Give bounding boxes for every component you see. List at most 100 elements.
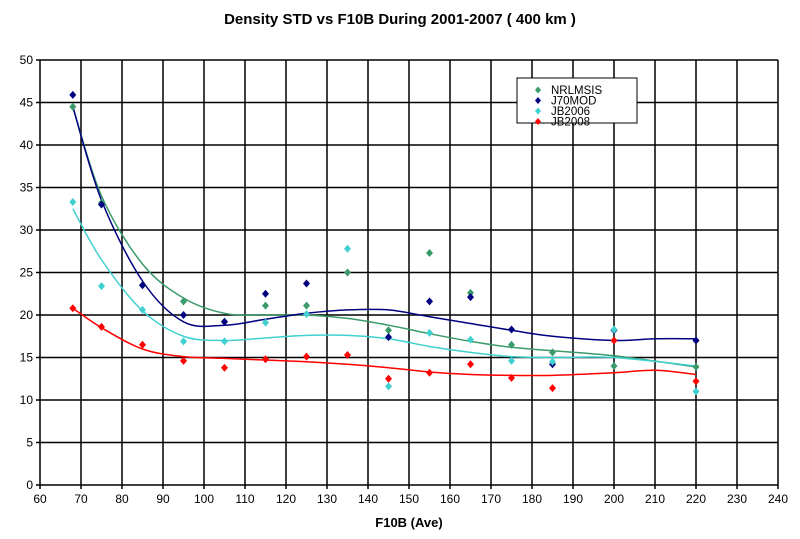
x-tick-label: 90	[156, 492, 170, 506]
x-tick-label: 180	[522, 492, 542, 506]
point-j70mod	[98, 200, 105, 209]
legend-label: JB2008	[551, 117, 590, 129]
point-jb2008	[98, 322, 105, 331]
point-jb2006	[508, 356, 515, 365]
x-tick-label: 140	[358, 492, 378, 506]
point-nrlmsis	[610, 362, 618, 370]
point-jb2006	[303, 310, 310, 319]
point-jb2006	[426, 328, 433, 337]
point-jb2008	[385, 374, 392, 383]
trendline-j70mod	[72, 106, 697, 342]
point-j70mod	[508, 325, 515, 334]
point-jb2006	[98, 282, 105, 291]
legend-marker	[535, 118, 541, 125]
legend-label: JB2006	[551, 106, 590, 118]
x-tick-label: 200	[604, 492, 624, 506]
point-jb2006	[385, 382, 392, 391]
point-nrlmsis	[508, 340, 515, 349]
point-j70mod	[303, 279, 310, 288]
grid	[36, 59, 779, 489]
y-tick-label: 5	[26, 436, 33, 450]
y-tick-label: 15	[20, 351, 34, 365]
point-j70mod	[692, 336, 700, 345]
x-tick-label: 220	[686, 492, 706, 506]
point-jb2006	[467, 335, 474, 344]
point-nrlmsis	[262, 301, 269, 310]
point-jb2006	[610, 325, 618, 334]
trendlines	[72, 106, 697, 377]
x-tick-label: 160	[440, 492, 460, 506]
point-nrlmsis	[385, 326, 392, 335]
tick-labels: 60 70 80 90 100 110 120 130 140 150 160 170 180 190 20…	[20, 53, 789, 506]
legend-marker	[535, 86, 541, 94]
y-tick-label: 30	[20, 223, 34, 237]
point-nrlmsis	[467, 288, 474, 297]
y-tick-label: 25	[20, 266, 34, 280]
x-tick-label: 150	[399, 492, 419, 506]
legend-label: NRLMSIS	[551, 85, 602, 97]
point-j70mod	[221, 317, 228, 326]
legend-marker	[535, 107, 541, 115]
point-jb2008	[610, 336, 618, 345]
point-jb2006	[692, 387, 700, 396]
point-jb2006	[262, 318, 269, 327]
data-points	[69, 90, 700, 396]
y-tick-label: 50	[20, 53, 34, 67]
chart-title: Density STD vs F10B During 2001-2007 ( 4…	[224, 11, 576, 28]
point-jb2008	[262, 355, 269, 364]
point-nrlmsis	[692, 362, 700, 371]
point-j70mod	[139, 281, 146, 290]
point-jb2006	[69, 197, 77, 206]
point-jb2008	[221, 363, 228, 372]
legend-label: J70MOD	[551, 96, 596, 108]
trendline-nrlmsis	[72, 106, 697, 368]
y-tick-label: 45	[20, 96, 34, 110]
y-tick-label: 0	[26, 478, 33, 492]
point-jb2008	[180, 356, 187, 365]
y-tick-label: 40	[20, 138, 34, 152]
point-nrlmsis	[344, 268, 351, 277]
point-jb2008	[549, 384, 556, 393]
point-nrlmsis	[303, 301, 310, 310]
point-jb2008	[508, 373, 515, 382]
point-nrlmsis	[426, 248, 433, 257]
point-j70mod	[69, 90, 77, 99]
point-jb2008	[139, 340, 146, 349]
point-j70mod	[385, 333, 392, 342]
point-jb2008	[426, 368, 433, 377]
x-tick-label: 230	[727, 492, 747, 506]
point-jb2006	[139, 305, 146, 314]
point-jb2006	[344, 244, 351, 253]
x-tick-label: 190	[563, 492, 583, 506]
trendline-jb2006	[72, 208, 697, 367]
y-tick-label: 10	[20, 393, 34, 407]
x-axis-label: F10B (Ave)	[375, 515, 442, 530]
point-jb2006	[221, 337, 228, 346]
point-nrlmsis	[180, 297, 187, 306]
point-j70mod	[467, 293, 474, 302]
point-jb2008	[692, 377, 700, 386]
point-jb2006	[549, 357, 556, 366]
legend-box	[516, 77, 638, 124]
legend-marker	[535, 97, 541, 104]
point-jb2008	[303, 352, 310, 361]
y-tick-label: 35	[20, 181, 34, 195]
x-tick-label: 240	[768, 492, 788, 506]
point-jb2006	[180, 337, 187, 346]
x-tick-label: 120	[276, 492, 296, 506]
point-jb2008	[467, 360, 474, 369]
x-tick-label: 170	[481, 492, 501, 506]
point-j70mod	[262, 289, 269, 298]
x-tick-label: 80	[115, 492, 129, 506]
point-nrlmsis	[69, 102, 77, 111]
x-tick-label: 210	[645, 492, 665, 506]
point-j70mod	[426, 297, 433, 306]
x-tick-label: 110	[235, 492, 254, 506]
x-tick-label: 70	[74, 492, 88, 506]
x-tick-label: 100	[194, 492, 214, 506]
point-jb2008	[69, 304, 77, 313]
point-j70mod	[180, 311, 187, 319]
x-tick-label: 130	[317, 492, 337, 506]
